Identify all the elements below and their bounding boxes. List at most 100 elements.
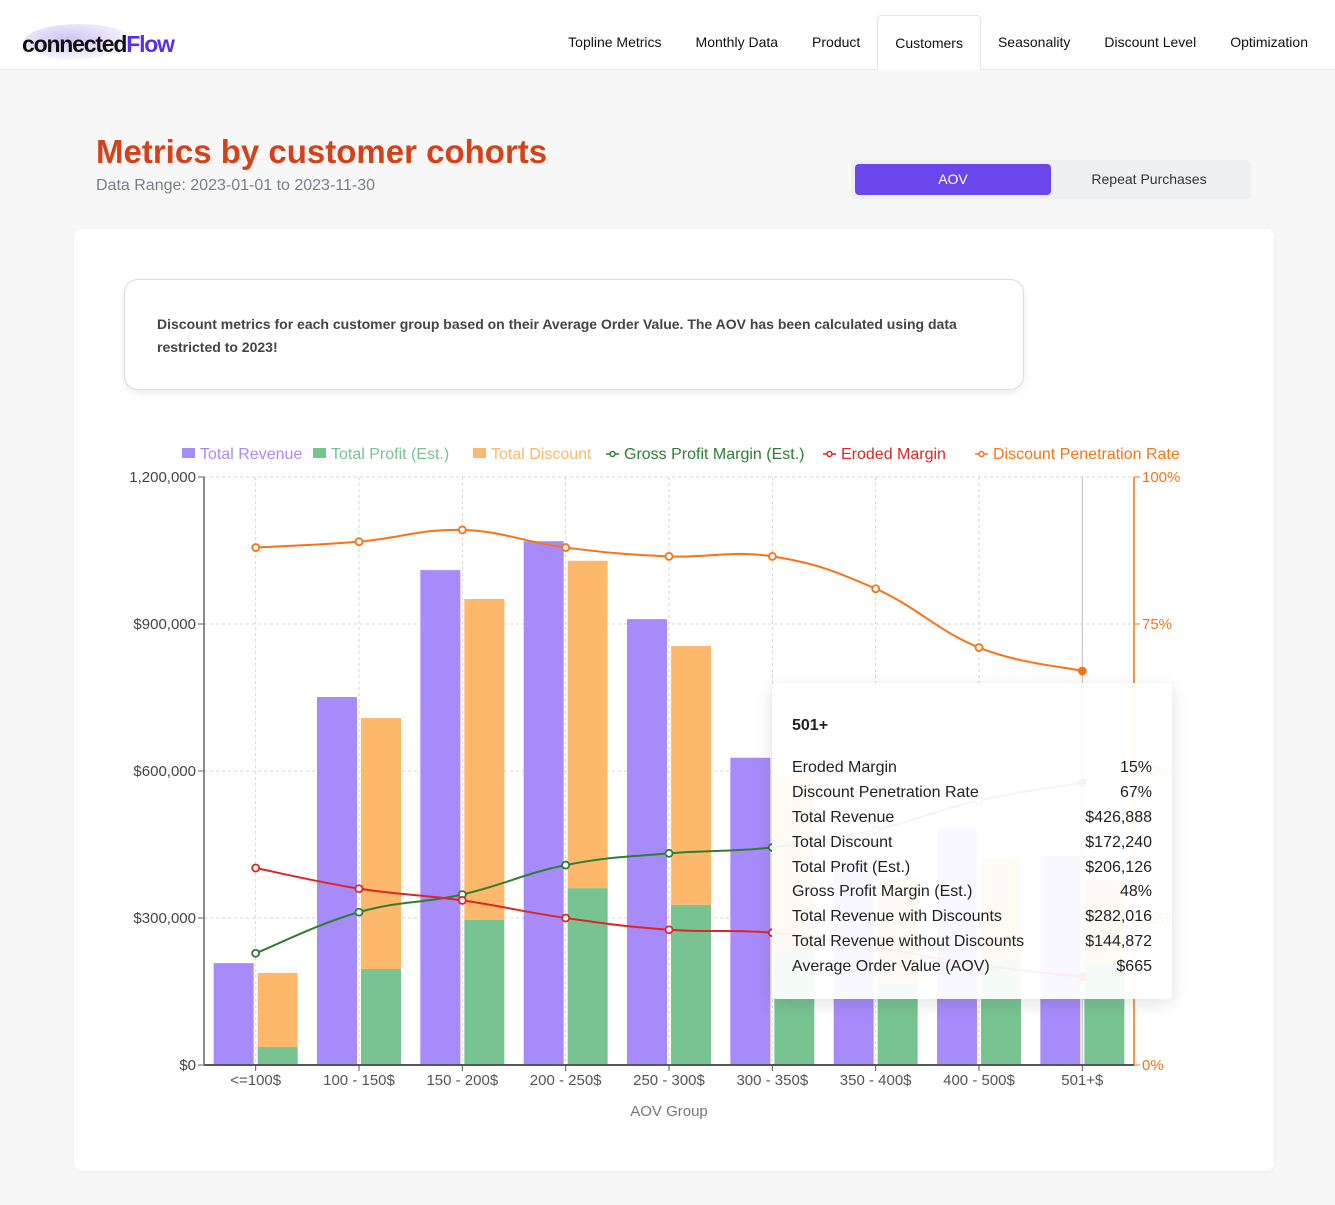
y-right-tick-label: 75% (1142, 616, 1172, 633)
bar-total-profit (257, 1046, 298, 1065)
point-gross-profit-margin (561, 860, 571, 870)
tooltip-row: Total Revenue with Discounts $282,016 (792, 905, 1152, 930)
tooltip-row-label: Total Discount (792, 833, 893, 851)
bar-total-discount (464, 599, 505, 920)
tooltip-row: Eroded Margin 15% (792, 756, 1152, 781)
point-discount-penetration-rate (974, 643, 984, 652)
point-eroded-margin (354, 884, 364, 893)
x-axis-title: AOV Group (630, 1103, 708, 1120)
bar-total-discount (361, 718, 401, 969)
logo-text: connected (22, 31, 127, 57)
point-discount-penetration-rate (1077, 666, 1087, 676)
y-right-tick-label: 0% (1142, 1057, 1164, 1074)
legend-discount-penetration-rate-marker (978, 450, 985, 458)
point-gross-profit-margin (354, 907, 364, 917)
y-left-tick-label: $300,000 (133, 910, 196, 927)
point-discount-penetration-rate (871, 584, 881, 594)
repeat-purchases-toggle-button[interactable]: Repeat Purchases (1091, 171, 1207, 187)
logo[interactable]: connectedFlow (20, 22, 185, 62)
tooltip-row: Total Profit (Est.) $206,126 (792, 856, 1152, 881)
bar-total-profit (464, 919, 505, 1065)
point-gross-profit-margin (251, 948, 261, 958)
bar-total-revenue (730, 757, 771, 1065)
tooltip-row-value: $426,888 (1085, 808, 1152, 826)
date-range: Data Range: 2023-01-01 to 2023-11-30 (96, 177, 376, 194)
legend-total-discount-swatch (473, 448, 486, 458)
logo-text-accent: Flow (126, 31, 175, 57)
legend-total-discount[interactable]: Total Discount (491, 446, 592, 463)
legend-gross-profit-margin[interactable]: Gross Profit Margin (Est.) (624, 446, 804, 463)
point-eroded-margin (561, 913, 571, 923)
legend-total-profit-swatch (313, 448, 326, 458)
legend-total-revenue[interactable]: Total Revenue (200, 446, 302, 463)
y-left-tick-label: $900,000 (133, 616, 196, 633)
x-tick-label: 100 - 150$ (323, 1072, 395, 1089)
bar-total-profit (671, 904, 711, 1065)
tooltip-row-label: Eroded Margin (792, 759, 897, 776)
bar-total-revenue (420, 570, 461, 1065)
tab-topline-metrics[interactable]: Topline Metrics (568, 34, 662, 50)
point-discount-penetration-rate (664, 551, 674, 561)
tooltip-row-value: $144,872 (1085, 933, 1152, 951)
tooltip-title: 501+ (792, 717, 829, 734)
tab-product[interactable]: Product (812, 34, 861, 50)
tooltip-row-value: $206,126 (1085, 858, 1152, 876)
top-navbar: connectedFlow Topline Metrics Monthly Da… (0, 0, 1335, 70)
tooltip-row-label: Total Revenue (792, 808, 895, 826)
point-eroded-margin (457, 895, 467, 905)
tooltip-row: Gross Profit Margin (Est.) 48% (792, 880, 1152, 905)
tooltip-row-label: Gross Profit Margin (Est.) (792, 883, 973, 901)
bar-total-discount (257, 972, 298, 1047)
bar-total-revenue (213, 963, 254, 1065)
y-left-tick-label: 1,200,000 (129, 469, 196, 486)
legend-total-revenue-swatch (182, 448, 195, 458)
x-tick-label: 350 - 400$ (840, 1072, 912, 1089)
legend-discount-penetration-rate[interactable]: Discount Penetration Rate (993, 446, 1180, 463)
x-tick-label: 150 - 200$ (426, 1072, 498, 1089)
aov-toggle-button[interactable]: AOV (855, 164, 1051, 195)
bar-total-revenue (523, 541, 564, 1065)
cohort-toggle: AOV Repeat Purchases (851, 160, 1251, 199)
x-tick-label: <=100$ (230, 1072, 282, 1089)
point-discount-penetration-rate (457, 525, 467, 535)
tooltip-row-label: Total Revenue without Discounts (792, 933, 1025, 951)
legend-total-profit[interactable]: Total Profit (Est.) (331, 446, 449, 463)
tab-seasonality[interactable]: Seasonality (997, 34, 1071, 50)
point-discount-penetration-rate (561, 543, 571, 552)
legend-eroded-margin[interactable]: Eroded Margin (841, 446, 946, 463)
x-tick-label: 501+$ (1061, 1072, 1104, 1089)
tooltip-row-value: 67% (1119, 783, 1152, 801)
tab-monthly-data[interactable]: Monthly Data (695, 34, 779, 50)
legend-eroded-margin-marker (826, 450, 833, 458)
y-left-tick-label: $0 (179, 1057, 196, 1074)
tooltip-row: Total Revenue without Discounts $144,872 (792, 930, 1152, 955)
tooltip-row-label: Average Order Value (AOV) (792, 958, 990, 976)
tab-discount-level[interactable]: Discount Level (1104, 34, 1197, 50)
tooltip-row-label: Total Profit (Est.) (792, 858, 911, 876)
bar-total-profit (567, 888, 608, 1065)
tooltip-row: Average Order Value (AOV) $665 (792, 955, 1152, 980)
bar-total-discount (671, 646, 711, 905)
tooltip-row-value: $665 (1116, 958, 1152, 976)
info-box: Discount metrics for each customer group… (124, 279, 1024, 390)
tooltip-row-value: $282,016 (1085, 908, 1152, 926)
point-discount-penetration-rate (354, 537, 364, 547)
legend-gross-profit-margin-marker (609, 450, 616, 458)
point-eroded-margin (664, 925, 674, 935)
y-right-tick-label: 100% (1142, 469, 1180, 486)
x-tick-label: 200 - 250$ (530, 1072, 602, 1089)
x-tick-label: 300 - 350$ (736, 1072, 808, 1089)
tooltip-row: Total Revenue $426,888 (792, 806, 1152, 831)
tooltip-row: Discount Penetration Rate 67% (792, 781, 1152, 806)
bar-total-profit (361, 968, 401, 1065)
tab-optimization[interactable]: Optimization (1230, 34, 1308, 50)
x-tick-label: 250 - 300$ (633, 1072, 705, 1089)
chart-tooltip: 501+ Eroded Margin 15% Discount Penetratio… (772, 683, 1172, 999)
bar-total-discount (567, 560, 608, 889)
point-discount-penetration-rate (251, 543, 261, 552)
bar-total-revenue (317, 697, 357, 1065)
tab-customers[interactable]: Customers (877, 15, 981, 70)
point-discount-penetration-rate (767, 551, 777, 561)
tooltip-row-label: Total Revenue with Discounts (792, 908, 1002, 926)
